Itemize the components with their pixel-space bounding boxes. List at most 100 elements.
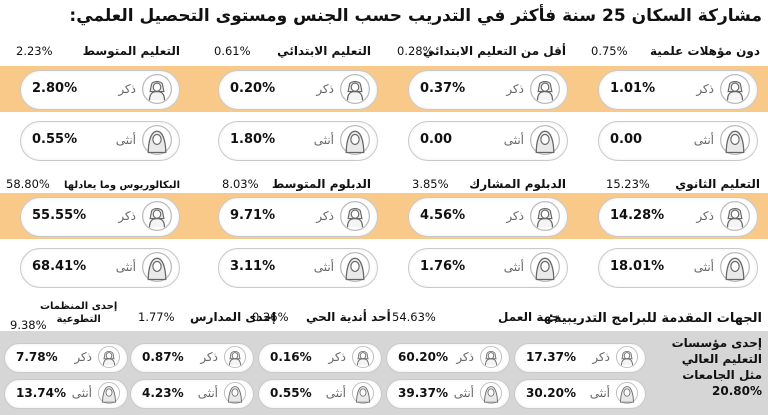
gender-label: أنثى (693, 132, 714, 147)
male-avatar-icon (530, 74, 560, 108)
gender-label: ذكر (456, 349, 474, 364)
prov-female-item-0: أنثى 30.20% (514, 379, 644, 407)
edu-pct-2: 0.61% (214, 44, 251, 58)
female-avatar-icon (352, 382, 374, 408)
value-text: 0.87% (142, 349, 184, 364)
male-avatar-icon (142, 201, 172, 235)
value-text: 0.20% (230, 81, 276, 96)
edu-male-item-7: ذكر 55.55% (20, 197, 178, 235)
edu-pct-4: 15.23% (606, 177, 650, 191)
prov-female-item-1: أنثى 39.37% (386, 379, 508, 407)
female-avatar-icon (720, 125, 750, 159)
value-text: 0.37% (420, 81, 466, 96)
gender-label: أنثى (325, 385, 346, 400)
edu-label-0: دون مؤهلات علمية (650, 44, 760, 58)
value-text: 68.41% (32, 259, 87, 274)
value-text: 0.55% (270, 385, 312, 400)
edu-label-1: أقل من التعليم الابتدائي (422, 44, 566, 58)
prov-male-item-3: ذكر 0.87% (130, 343, 252, 371)
gender-label: أنثى (503, 132, 524, 147)
prov-female-item-2: أنثى 0.55% (258, 379, 380, 407)
value-text: 2.80% (32, 81, 78, 96)
male-avatar-icon (530, 201, 560, 235)
value-text: 1.80% (230, 132, 276, 147)
female-avatar-icon (530, 252, 560, 286)
male-avatar-icon (616, 346, 638, 372)
edu-female-item-2: أنثى 1.80% (218, 121, 376, 159)
provider-label-2: أحد أندية الحي (306, 310, 391, 324)
provider-label-4: إحدى المنظمات التطوعية (40, 301, 118, 325)
gender-label: أنثى (115, 259, 136, 274)
value-text: 0.16% (270, 349, 312, 364)
edu-label-3: التعليم المتوسط (82, 44, 180, 58)
prov-male-item-0: ذكر 17.37% (514, 343, 644, 371)
provider-label-1: جهة العمل (498, 310, 561, 324)
value-text: 17.37% (526, 349, 576, 364)
prov-male-item-4: ذكر 7.78% (4, 343, 126, 371)
edu-pct-3: 2.23% (16, 44, 53, 58)
value-text: 9.71% (230, 208, 276, 223)
value-text: 3.11% (230, 259, 276, 274)
edu-label-7: البكالوريوس وما يعادلها (64, 180, 180, 191)
edu-female-item-3: أنثى 0.55% (20, 121, 178, 159)
prov-female-item-4: أنثى 13.74% (4, 379, 126, 407)
value-text: 55.55% (32, 208, 87, 223)
gender-label: ذكر (506, 81, 524, 96)
gender-label: أنثى (71, 385, 92, 400)
value-text: 1.01% (610, 81, 656, 96)
female-avatar-icon (224, 382, 246, 408)
female-avatar-icon (142, 125, 172, 159)
male-avatar-icon (720, 74, 750, 108)
gender-label: أنثى (197, 385, 218, 400)
edu-female-item-7: أنثى 68.41% (20, 248, 178, 286)
gender-label: ذكر (696, 208, 714, 223)
gender-label: ذكر (316, 208, 334, 223)
edu-label-6: الدبلوم المتوسط (271, 177, 371, 191)
edu-female-item-4: أنثى 18.01% (598, 248, 756, 286)
value-text: 4.56% (420, 208, 466, 223)
value-text: 0.00 (420, 132, 453, 147)
edu-male-item-5: ذكر 4.56% (408, 197, 566, 235)
female-avatar-icon (616, 382, 638, 408)
value-text: 60.20% (398, 349, 448, 364)
edu-pct-1: 0.28% (397, 44, 434, 58)
edu-female-item-1: أنثى 0.00 (408, 121, 566, 159)
gender-label: ذكر (506, 208, 524, 223)
gender-label: ذكر (316, 81, 334, 96)
prov-male-item-1: ذكر 60.20% (386, 343, 508, 371)
gender-label: أنثى (313, 259, 334, 274)
value-text: 0.55% (32, 132, 78, 147)
edu-male-item-6: ذكر 9.71% (218, 197, 376, 235)
edu-label-4: التعليم الثانوي (675, 177, 760, 191)
edu-female-item-5: أنثى 1.76% (408, 248, 566, 286)
gender-label: أنثى (693, 259, 714, 274)
gender-label: ذكر (696, 81, 714, 96)
edu-pct-5: 3.85% (412, 177, 449, 191)
value-text: 7.78% (16, 349, 58, 364)
gender-label: أنثى (503, 259, 524, 274)
gender-label: أنثى (313, 132, 334, 147)
gender-label: ذكر (118, 81, 136, 96)
female-avatar-icon (98, 382, 120, 408)
gender-label: ذكر (74, 349, 92, 364)
edu-female-item-6: أنثى 3.11% (218, 248, 376, 286)
prov-male-item-2: ذكر 0.16% (258, 343, 380, 371)
male-avatar-icon (340, 74, 370, 108)
edu-pct-6: 8.03% (222, 177, 259, 191)
gender-label: ذكر (592, 349, 610, 364)
edu-male-item-4: ذكر 14.28% (598, 197, 756, 235)
value-text: 39.37% (398, 385, 448, 400)
female-avatar-icon (530, 125, 560, 159)
value-text: 0.00 (610, 132, 643, 147)
male-avatar-icon (480, 346, 502, 372)
value-text: 1.76% (420, 259, 466, 274)
female-avatar-icon (720, 252, 750, 286)
value-text: 30.20% (526, 385, 576, 400)
male-avatar-icon (340, 201, 370, 235)
female-avatar-icon (340, 125, 370, 159)
edu-label-5: الدبلوم المشارك (469, 177, 566, 191)
male-avatar-icon (142, 74, 172, 108)
provider-pct-1: 54.63% (392, 310, 436, 324)
gender-label: ذكر (328, 349, 346, 364)
female-avatar-icon (340, 252, 370, 286)
